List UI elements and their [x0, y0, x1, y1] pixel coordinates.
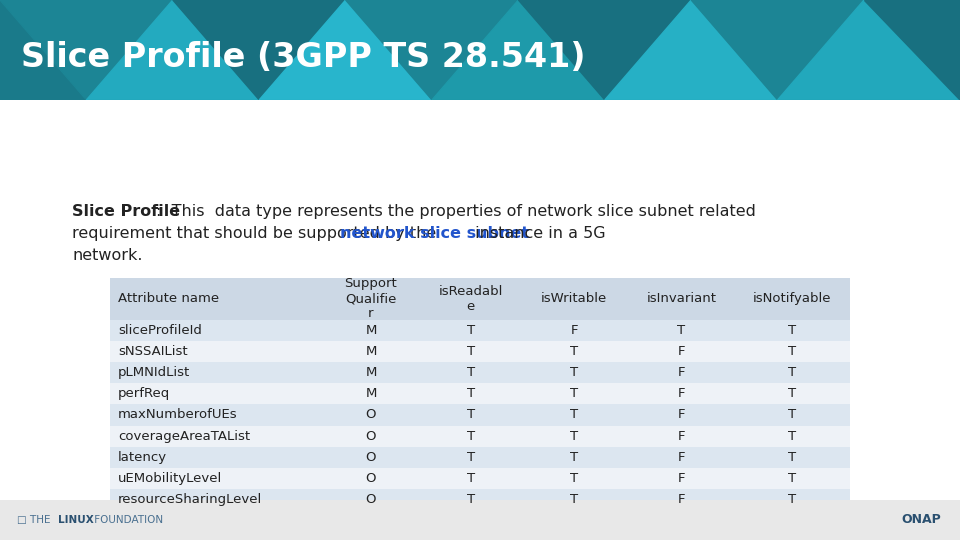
Bar	[110, 362, 850, 383]
Polygon shape	[864, 0, 960, 100]
Text: T: T	[570, 430, 578, 443]
Bar	[110, 426, 850, 447]
Text: F: F	[678, 472, 685, 485]
Text: T: T	[570, 345, 578, 358]
Text: O: O	[366, 451, 376, 464]
Text: ONAP: ONAP	[901, 513, 941, 526]
Text: O: O	[366, 493, 376, 506]
Polygon shape	[346, 0, 518, 100]
Text: T: T	[467, 472, 475, 485]
Text: T: T	[788, 430, 797, 443]
Bar	[110, 489, 850, 510]
Text: T: T	[570, 493, 578, 506]
Bar	[110, 320, 850, 341]
Text: F: F	[678, 408, 685, 422]
Text: T: T	[788, 493, 797, 506]
Text: T: T	[788, 451, 797, 464]
Bar	[110, 383, 850, 404]
Text: T: T	[788, 387, 797, 400]
Bar	[110, 447, 850, 468]
Text: isNotifyable: isNotifyable	[753, 292, 831, 305]
Text: M: M	[366, 366, 376, 379]
Text: T: T	[467, 324, 475, 337]
Text: F: F	[570, 324, 578, 337]
Text: isWritable: isWritable	[541, 292, 608, 305]
Text: T: T	[788, 366, 797, 379]
Text: T: T	[570, 472, 578, 485]
Polygon shape	[86, 0, 259, 100]
Text: T: T	[570, 408, 578, 422]
Text: uEMobilityLevel: uEMobilityLevel	[118, 472, 223, 485]
Text: T: T	[467, 451, 475, 464]
Text: T: T	[467, 387, 475, 400]
Text: instance in a 5G: instance in a 5G	[470, 226, 606, 241]
Text: LINUX: LINUX	[58, 515, 93, 525]
Text: F: F	[678, 387, 685, 400]
Text: resourceSharingLevel: resourceSharingLevel	[118, 493, 262, 506]
Text: O: O	[366, 408, 376, 422]
Text: T: T	[467, 408, 475, 422]
Text: isInvariant: isInvariant	[646, 292, 716, 305]
Text: O: O	[366, 430, 376, 443]
Text: F: F	[678, 493, 685, 506]
Bar	[110, 341, 850, 362]
Text: T: T	[570, 451, 578, 464]
Text: T: T	[788, 472, 797, 485]
Bar	[110, 404, 850, 426]
Polygon shape	[778, 0, 960, 100]
Text: O: O	[366, 472, 376, 485]
Text: T: T	[570, 387, 578, 400]
Text: pLMNIdList: pLMNIdList	[118, 366, 190, 379]
Text: F: F	[678, 366, 685, 379]
Text: Attribute name: Attribute name	[118, 292, 219, 305]
Text: Support
Qualifie
r: Support Qualifie r	[345, 277, 397, 320]
Text: M: M	[366, 387, 376, 400]
Text: M: M	[366, 324, 376, 337]
Text: Slice Profile: Slice Profile	[72, 204, 180, 219]
Text: □ THE: □ THE	[17, 515, 54, 525]
Text: isReadabl
e: isReadabl e	[439, 285, 503, 313]
Text: network slice subnet: network slice subnet	[341, 226, 530, 241]
Polygon shape	[605, 0, 778, 100]
Polygon shape	[0, 0, 173, 100]
Text: requirement that should be supported by the: requirement that should be supported by …	[72, 226, 442, 241]
Text: F: F	[678, 451, 685, 464]
Text: T: T	[467, 493, 475, 506]
Text: maxNumberofUEs: maxNumberofUEs	[118, 408, 238, 422]
Polygon shape	[518, 0, 691, 100]
Bar	[110, 468, 850, 489]
Text: FOUNDATION: FOUNDATION	[91, 515, 163, 525]
Text: F: F	[678, 430, 685, 443]
Polygon shape	[173, 0, 346, 100]
Text: sNSSAIList: sNSSAIList	[118, 345, 188, 358]
Text: Slice Profile (3GPP TS 28.541): Slice Profile (3GPP TS 28.541)	[21, 42, 586, 75]
Text: T: T	[570, 366, 578, 379]
Text: coverageAreaTAList: coverageAreaTAList	[118, 430, 251, 443]
Text: sliceProfileId: sliceProfileId	[118, 324, 202, 337]
Polygon shape	[691, 0, 864, 100]
Text: network.: network.	[72, 248, 142, 263]
Bar	[110, 278, 850, 320]
Text: T: T	[678, 324, 685, 337]
Text: :  This  data type represents the properties of network slice subnet related: : This data type represents the properti…	[156, 204, 756, 219]
Text: T: T	[788, 345, 797, 358]
Text: perfReq: perfReq	[118, 387, 170, 400]
Text: T: T	[467, 345, 475, 358]
Text: T: T	[467, 430, 475, 443]
Text: T: T	[788, 408, 797, 422]
Polygon shape	[432, 0, 605, 100]
Polygon shape	[259, 0, 432, 100]
Text: M: M	[366, 345, 376, 358]
Text: T: T	[788, 324, 797, 337]
Text: F: F	[678, 345, 685, 358]
Text: T: T	[467, 366, 475, 379]
Text: latency: latency	[118, 451, 167, 464]
